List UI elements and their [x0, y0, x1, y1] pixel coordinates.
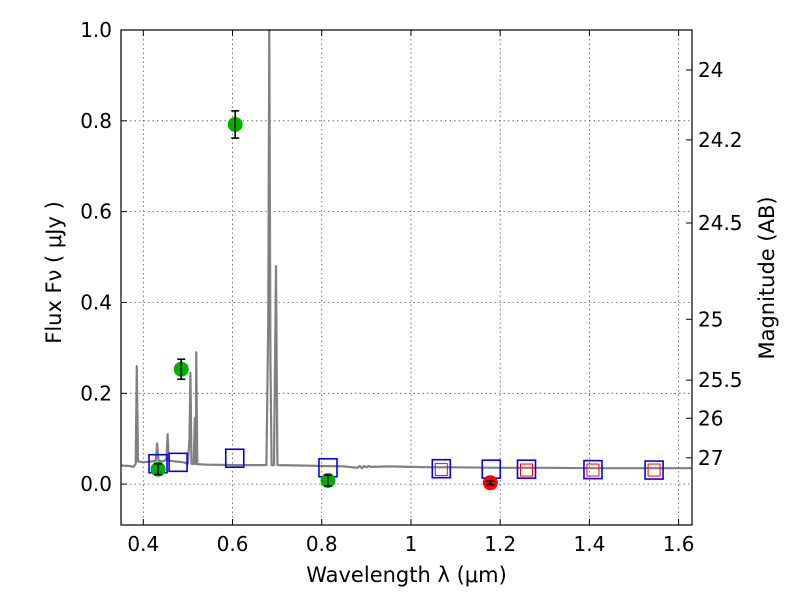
- magnitude-tick-label: 25: [698, 307, 723, 331]
- upper-limit-square: [434, 463, 448, 477]
- grid-layer: [121, 29, 692, 525]
- model-photometry-square: [516, 459, 537, 479]
- x-tick-label: 1.4: [573, 532, 605, 556]
- y-tick-label: 0.8: [80, 109, 112, 133]
- upper-limit-square: [519, 463, 533, 477]
- y2-axis-label: Magnitude (AB): [755, 196, 779, 359]
- magnitude-tick-label: 24.5: [698, 211, 743, 235]
- tick-layer: 0.4 0.6 0.8 1 1.2 1.4 1.6 0.0 0.2 0.4 0.6 0.8 1.0 24 2…: [80, 18, 742, 556]
- upper-limit-square: [647, 463, 661, 477]
- x-tick-label: 0.8: [306, 532, 338, 556]
- line-layer: [120, 28, 692, 470]
- x-tick-label: 0.6: [217, 532, 249, 556]
- x-tick-label: 0.4: [127, 532, 159, 556]
- plot-frame: [120, 29, 693, 526]
- model-photometry-square: [224, 448, 245, 469]
- label-layer: Wavelength λ (μm) Flux Fν ( μJy ) Magnit…: [42, 196, 779, 587]
- y-tick-label: 0.0: [80, 472, 112, 496]
- y-tick-label: 0.4: [80, 290, 112, 314]
- upper-limit-square: [586, 463, 600, 477]
- model-photometry-square: [168, 452, 188, 473]
- magnitude-tick-label: 24: [698, 58, 723, 82]
- y-tick-label: 1.0: [80, 18, 112, 42]
- magnitude-tick-label: 25.5: [698, 368, 743, 392]
- x-tick-label: 1.2: [484, 532, 516, 556]
- magnitude-tick-label: 24.2: [698, 128, 743, 152]
- y-tick-label: 0.2: [80, 381, 112, 405]
- magnitude-tick-label: 26: [698, 406, 723, 430]
- y-tick-label: 0.6: [80, 200, 112, 224]
- sed-model-line: [120, 28, 692, 470]
- x-tick-label: 1.6: [663, 532, 695, 556]
- x-tick-label: 1: [405, 532, 418, 556]
- model-photometry-square: [644, 460, 664, 480]
- model-photometry-square: [583, 459, 603, 480]
- model-photometry-square: [431, 458, 452, 479]
- magnitude-tick-label: 27: [698, 446, 723, 470]
- marker-layer: [148, 110, 664, 491]
- y-axis-label: Flux Fν ( μJy ): [42, 201, 66, 344]
- x-axis-label: Wavelength λ (μm): [306, 563, 507, 587]
